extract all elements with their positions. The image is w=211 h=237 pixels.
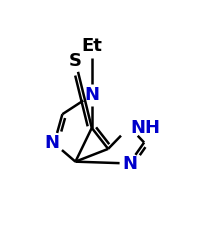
Text: N: N	[44, 134, 59, 152]
Text: NH: NH	[130, 119, 160, 137]
Text: Et: Et	[81, 37, 102, 55]
Text: N: N	[123, 155, 138, 173]
Text: S: S	[69, 52, 82, 70]
Text: N: N	[84, 86, 99, 104]
